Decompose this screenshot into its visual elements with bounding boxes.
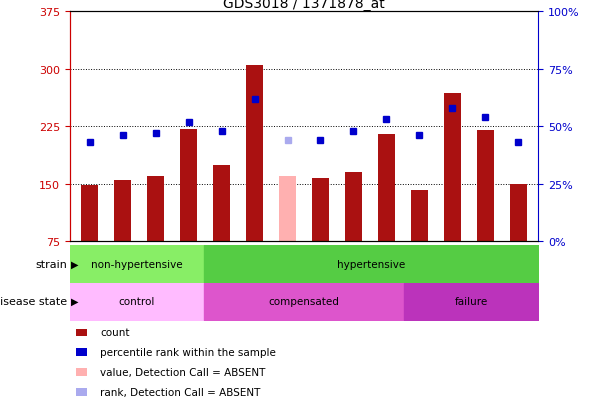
Text: disease state: disease state (0, 297, 67, 306)
Bar (313, 178, 329, 242)
Text: non-hypertensive: non-hypertensive (91, 259, 182, 269)
Bar (81, 186, 98, 242)
Bar (345, 173, 362, 242)
Bar (510, 184, 527, 242)
Bar (147, 177, 164, 242)
Text: hypertensive: hypertensive (337, 259, 405, 269)
Bar (213, 165, 230, 242)
Text: count: count (100, 328, 130, 337)
Text: compensated: compensated (269, 297, 339, 306)
Text: ▶: ▶ (71, 259, 78, 269)
Text: ▶: ▶ (71, 297, 78, 306)
Bar (246, 66, 263, 242)
Text: failure: failure (455, 297, 488, 306)
Bar (279, 177, 295, 242)
Text: strain: strain (35, 259, 67, 269)
Text: percentile rank within the sample: percentile rank within the sample (100, 347, 276, 357)
Bar (477, 131, 494, 242)
Bar (114, 180, 131, 242)
Title: GDS3018 / 1371878_at: GDS3018 / 1371878_at (223, 0, 385, 12)
Bar (444, 94, 461, 242)
Bar (378, 135, 395, 242)
Text: value, Detection Call = ABSENT: value, Detection Call = ABSENT (100, 367, 266, 377)
Text: rank, Detection Call = ABSENT: rank, Detection Call = ABSENT (100, 387, 261, 397)
Bar (411, 190, 427, 242)
Text: control: control (119, 297, 155, 306)
Bar (181, 129, 197, 242)
